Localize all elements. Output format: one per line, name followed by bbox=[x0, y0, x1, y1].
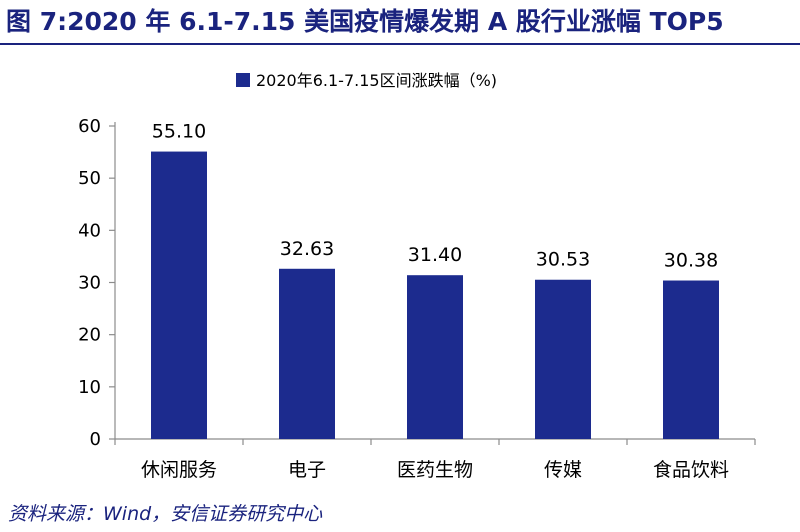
legend: 2020年6.1-7.15区间涨跌幅（%) bbox=[236, 71, 497, 90]
data-label: 30.53 bbox=[536, 249, 590, 271]
y-tick-label: 20 bbox=[78, 325, 101, 346]
category-labels: 休闲服务 电子 医药生物 传媒 食品饮料 bbox=[141, 459, 729, 481]
category-label: 食品饮料 bbox=[653, 459, 729, 481]
y-tick-label: 10 bbox=[78, 377, 101, 398]
y-tick-label: 50 bbox=[78, 168, 101, 189]
bar-chart: 2020年6.1-7.15区间涨跌幅（%) 0 10 20 30 40 50 60 55.1… bbox=[78, 71, 756, 481]
bar bbox=[279, 268, 335, 439]
bar bbox=[663, 280, 719, 439]
legend-swatch bbox=[236, 73, 250, 87]
category-label: 传媒 bbox=[544, 459, 582, 481]
source-note: 资料来源：Wind，安信证券研究中心 bbox=[8, 503, 323, 525]
category-label: 休闲服务 bbox=[141, 459, 217, 481]
y-tick-label: 60 bbox=[78, 116, 101, 137]
category-label: 医药生物 bbox=[397, 459, 473, 481]
y-tick-label: 0 bbox=[90, 429, 101, 450]
bars bbox=[151, 151, 719, 439]
title-rule bbox=[0, 43, 800, 45]
data-label: 32.63 bbox=[280, 238, 334, 260]
bar bbox=[535, 279, 591, 439]
bar bbox=[407, 275, 463, 439]
y-tick-label: 30 bbox=[78, 273, 101, 294]
data-label: 30.38 bbox=[664, 250, 718, 272]
bar bbox=[151, 151, 207, 439]
legend-label: 2020年6.1-7.15区间涨跌幅（%) bbox=[256, 71, 497, 90]
data-labels: 55.10 32.63 31.40 30.53 30.38 bbox=[152, 121, 718, 272]
category-label: 电子 bbox=[288, 459, 326, 481]
data-label: 31.40 bbox=[408, 244, 462, 266]
axes: 0 10 20 30 40 50 60 bbox=[78, 116, 756, 450]
chart-title: 图 7:2020 年 6.1-7.15 美国疫情爆发期 A 股行业涨幅 TOP5 bbox=[6, 7, 724, 36]
data-label: 55.10 bbox=[152, 121, 206, 143]
y-tick-label: 40 bbox=[78, 220, 101, 241]
